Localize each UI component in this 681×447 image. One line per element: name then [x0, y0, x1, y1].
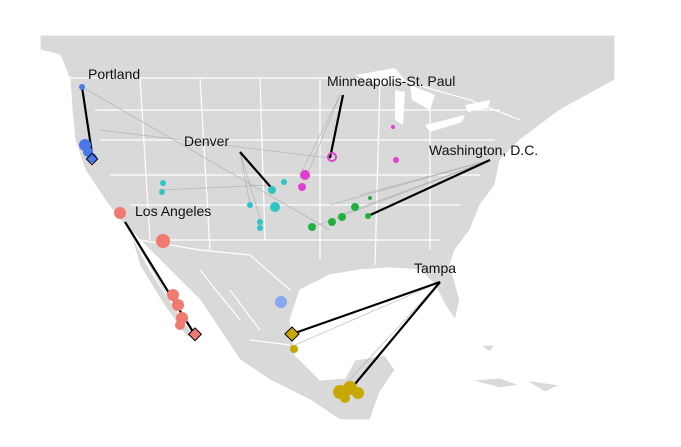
city-labels: Portland Minneapolis-St. Paul Denver Was…: [88, 66, 538, 276]
city-label: Portland: [88, 66, 140, 82]
connections: [80, 86, 491, 391]
land: [39, 34, 616, 421]
lakes: [355, 68, 490, 132]
city-label: Minneapolis-St. Paul: [327, 73, 455, 89]
borders: [70, 77, 521, 346]
city-label: Tampa: [414, 260, 456, 276]
city-label: Denver: [184, 133, 229, 149]
points: [79, 84, 399, 403]
city-label: Washington, D.C.: [429, 142, 538, 158]
city-label: Los Angeles: [135, 203, 211, 219]
